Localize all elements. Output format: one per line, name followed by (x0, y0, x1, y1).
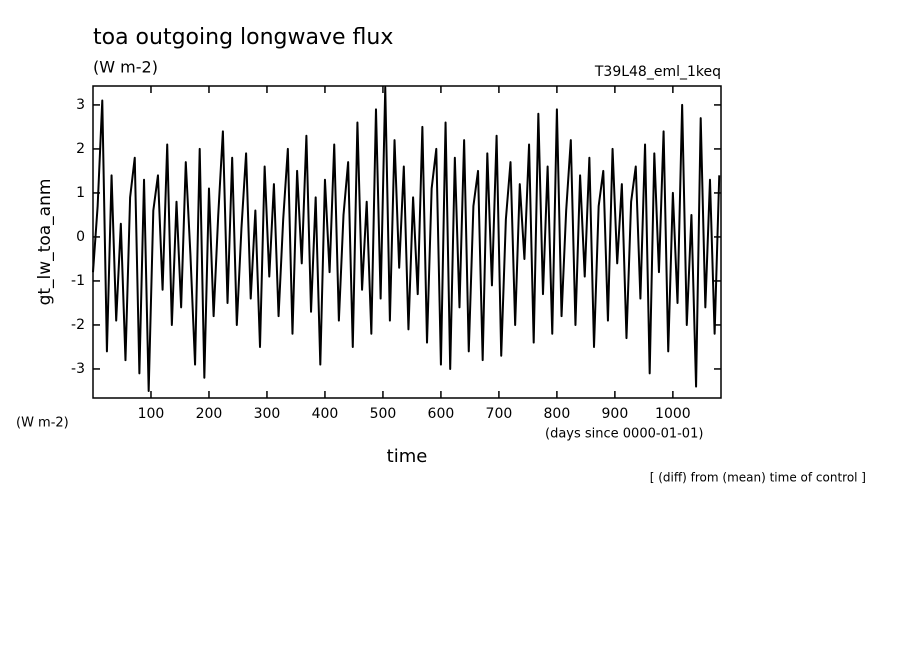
y-tick-label: -3 (71, 361, 85, 377)
y-tick-label: 0 (76, 229, 85, 245)
chart-subtitle: (W m-2) (93, 58, 158, 77)
y-tick-label: 1 (76, 185, 85, 201)
x-tick-label: 500 (370, 406, 397, 422)
x-tick-label: 800 (544, 406, 571, 422)
y-axis-label: gt_lw_toa_anm (35, 179, 55, 306)
x-tick-label: 200 (196, 406, 223, 422)
x-axis-label: time (387, 446, 428, 467)
x-tick-label: 300 (254, 406, 281, 422)
y-tick-label: -1 (71, 273, 85, 289)
y-tick-label: 3 (76, 97, 85, 113)
x-axis-units: (days since 0000-01-01) (545, 427, 703, 442)
data-line (92, 86, 721, 392)
y-tick-label: 2 (76, 141, 85, 157)
x-tick-label: 900 (602, 406, 629, 422)
run-label: T39L48_eml_1keq (594, 64, 721, 80)
x-tick-label: 700 (486, 406, 513, 422)
x-tick-label: 1000 (655, 406, 691, 422)
y-axis-units: (W m-2) (16, 416, 69, 431)
y-tick-label: -2 (71, 317, 85, 333)
note: [ (diff) from (mean) time of control ] (650, 471, 866, 485)
x-tick-label: 100 (138, 406, 165, 422)
chart-title: toa outgoing longwave flux (93, 25, 393, 50)
x-tick-label: 600 (428, 406, 455, 422)
plot-frame (92, 85, 722, 399)
x-tick-label: 400 (312, 406, 339, 422)
